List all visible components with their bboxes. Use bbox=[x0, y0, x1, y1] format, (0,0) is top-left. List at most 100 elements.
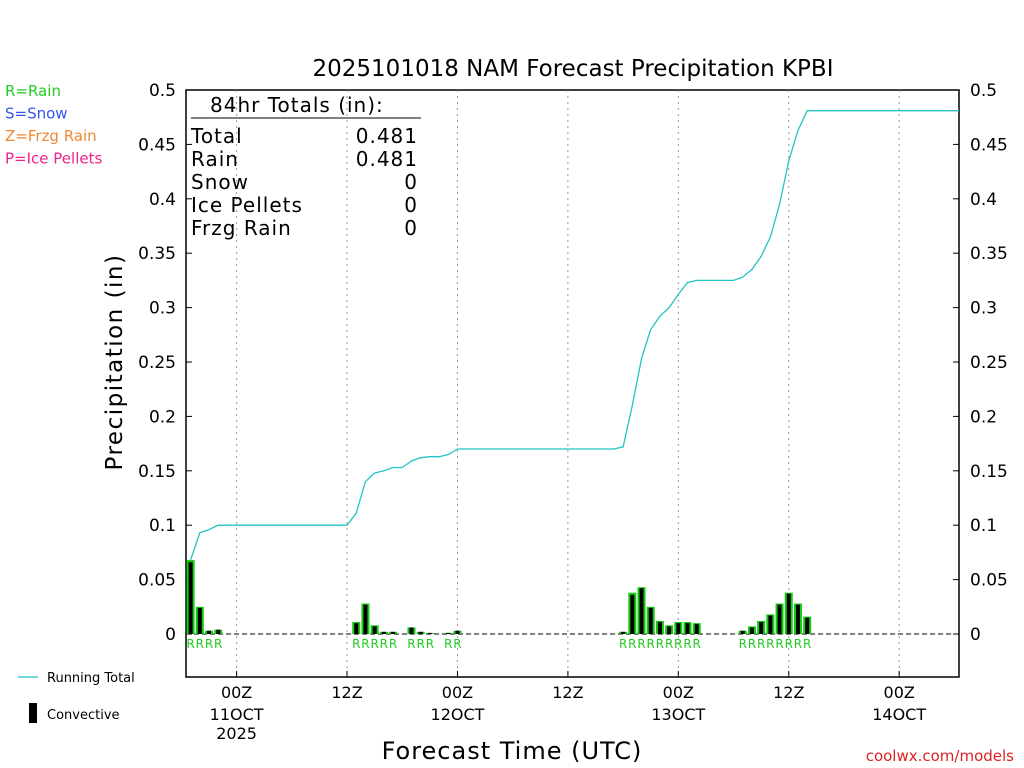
ptype-label: R bbox=[757, 637, 765, 651]
ptype-label: R bbox=[674, 637, 682, 651]
ptype-label: R bbox=[693, 637, 701, 651]
precip-bars bbox=[186, 560, 812, 634]
ptype-label: R bbox=[453, 637, 461, 651]
x-tick-label: 12Z bbox=[331, 683, 362, 702]
ptype-label: R bbox=[665, 637, 673, 651]
ptype-label: R bbox=[352, 637, 360, 651]
chart-title: 2025101018 NAM Forecast Precipitation KP… bbox=[313, 56, 834, 82]
series-legend: Running Total Convective bbox=[18, 671, 135, 723]
convective-bar bbox=[759, 622, 764, 634]
convective-bar bbox=[768, 615, 773, 634]
x-tick-label: 00Z bbox=[221, 683, 252, 702]
totals-row-label: Ice Pellets bbox=[191, 193, 303, 217]
totals-row-value: 0 bbox=[404, 170, 418, 194]
y-tick-label-right: 0.3 bbox=[970, 299, 997, 319]
ptype-label: R bbox=[785, 637, 793, 651]
totals-row-label: Frzg Rain bbox=[191, 216, 292, 240]
y-tick-label-right: 0.05 bbox=[970, 571, 1008, 591]
convective-bar bbox=[207, 630, 212, 634]
y-tick-label-right: 0.45 bbox=[970, 135, 1008, 155]
plot-frame bbox=[185, 89, 960, 678]
y-tick-label-right: 0.1 bbox=[970, 516, 997, 536]
ptype-legend: R=Rain S=Snow Z=Frzg Rain P=Ice Pellets bbox=[5, 82, 102, 168]
x-axis-label: Forecast Time (UTC) bbox=[382, 737, 643, 765]
convective-bar bbox=[777, 604, 782, 634]
convective-bar bbox=[391, 631, 396, 634]
x-tick-date-label: 11OCT bbox=[210, 705, 264, 724]
convective-bar bbox=[740, 630, 745, 634]
ptype-label: R bbox=[656, 637, 664, 651]
y-tick-label: 0.1 bbox=[149, 516, 176, 536]
x-tick-label: 00Z bbox=[663, 683, 694, 702]
ptype-label: R bbox=[775, 637, 783, 651]
ptype-label: R bbox=[407, 637, 415, 651]
y-tick-label-right: 0.25 bbox=[970, 353, 1008, 373]
y-tick-label: 0.05 bbox=[138, 571, 176, 591]
convective-bar bbox=[786, 593, 791, 634]
ptype-label: R bbox=[205, 637, 213, 651]
ptype-legend-item: P=Ice Pellets bbox=[5, 150, 102, 168]
y-tick-label: 0.4 bbox=[149, 190, 176, 210]
y-axis-left: 0 0.05 0.1 0.15 0.2 0.25 0.3 0.35 0.4 0.45 0.5 bbox=[138, 81, 192, 645]
ptype-label: R bbox=[794, 637, 802, 651]
ptype-label: R bbox=[637, 637, 645, 651]
y-tick-label-right: 0.15 bbox=[970, 462, 1008, 482]
x-tick-date-label: 13OCT bbox=[651, 705, 705, 724]
convective-bar bbox=[694, 624, 699, 634]
ptype-legend-item: S=Snow bbox=[5, 105, 68, 123]
ptype-legend-item: Z=Frzg Rain bbox=[5, 127, 97, 145]
ptype-label: R bbox=[416, 637, 424, 651]
totals-box: 84hr Totals (in): Total 0.481 Rain 0.481 Sno… bbox=[190, 93, 421, 240]
ptype-label: R bbox=[803, 637, 811, 651]
ptype-label: R bbox=[683, 637, 691, 651]
ptype-label: R bbox=[647, 637, 655, 651]
convective-bar bbox=[749, 627, 754, 634]
totals-row-label: Snow bbox=[191, 170, 249, 194]
y-tick-label: 0.5 bbox=[149, 81, 176, 101]
x-tick-label: 00Z bbox=[442, 683, 473, 702]
y-tick-label: 0.15 bbox=[138, 462, 176, 482]
convective-bar bbox=[685, 623, 690, 634]
y-tick-label: 0.25 bbox=[138, 353, 176, 373]
convective-bar bbox=[427, 632, 432, 634]
convective-bar bbox=[648, 607, 653, 634]
running-total-line bbox=[189, 110, 959, 561]
ptype-label: R bbox=[739, 637, 747, 651]
y-tick-label-right: 0 bbox=[970, 625, 981, 645]
totals-row-value: 0.481 bbox=[356, 124, 418, 148]
ptype-label: R bbox=[186, 637, 194, 651]
totals-row-label: Rain bbox=[191, 147, 239, 171]
convective-bar bbox=[216, 629, 221, 634]
credit-text: coolwx.com/models bbox=[866, 747, 1014, 765]
convective-bar bbox=[381, 631, 386, 634]
ptype-label: R bbox=[619, 637, 627, 651]
y-tick-label: 0 bbox=[165, 625, 176, 645]
ptype-label: R bbox=[361, 637, 369, 651]
ptype-label: R bbox=[628, 637, 636, 651]
ptype-label: R bbox=[214, 637, 222, 651]
x-tick-date-label: 12OCT bbox=[431, 705, 485, 724]
ptype-legend-item: R=Rain bbox=[5, 82, 61, 100]
convective-bar bbox=[197, 607, 202, 634]
convective-legend-swatch bbox=[29, 703, 37, 723]
ptype-label: R bbox=[766, 637, 774, 651]
ptype-label: R bbox=[389, 637, 397, 651]
convective-bar bbox=[795, 604, 800, 634]
convective-bar bbox=[409, 627, 414, 634]
totals-header: 84hr Totals (in): bbox=[210, 93, 384, 117]
y-tick-label-right: 0.4 bbox=[970, 190, 997, 210]
convective-bar bbox=[188, 562, 193, 634]
y-axis-right: 0 0.05 0.1 0.15 0.2 0.25 0.3 0.35 0.4 0.45 0.5 bbox=[953, 81, 1008, 645]
ptype-label: R bbox=[426, 637, 434, 651]
y-tick-label: 0.45 bbox=[138, 135, 176, 155]
convective-bar bbox=[446, 632, 451, 634]
convective-bar bbox=[630, 594, 635, 634]
vertical-gridlines bbox=[236, 90, 900, 677]
convective-bar bbox=[667, 626, 672, 634]
running-total-legend-label: Running Total bbox=[47, 671, 135, 686]
y-tick-label-right: 0.35 bbox=[970, 244, 1008, 264]
ptype-label: R bbox=[444, 637, 452, 651]
x-tick-label: 00Z bbox=[884, 683, 915, 702]
convective-bar bbox=[805, 617, 810, 634]
